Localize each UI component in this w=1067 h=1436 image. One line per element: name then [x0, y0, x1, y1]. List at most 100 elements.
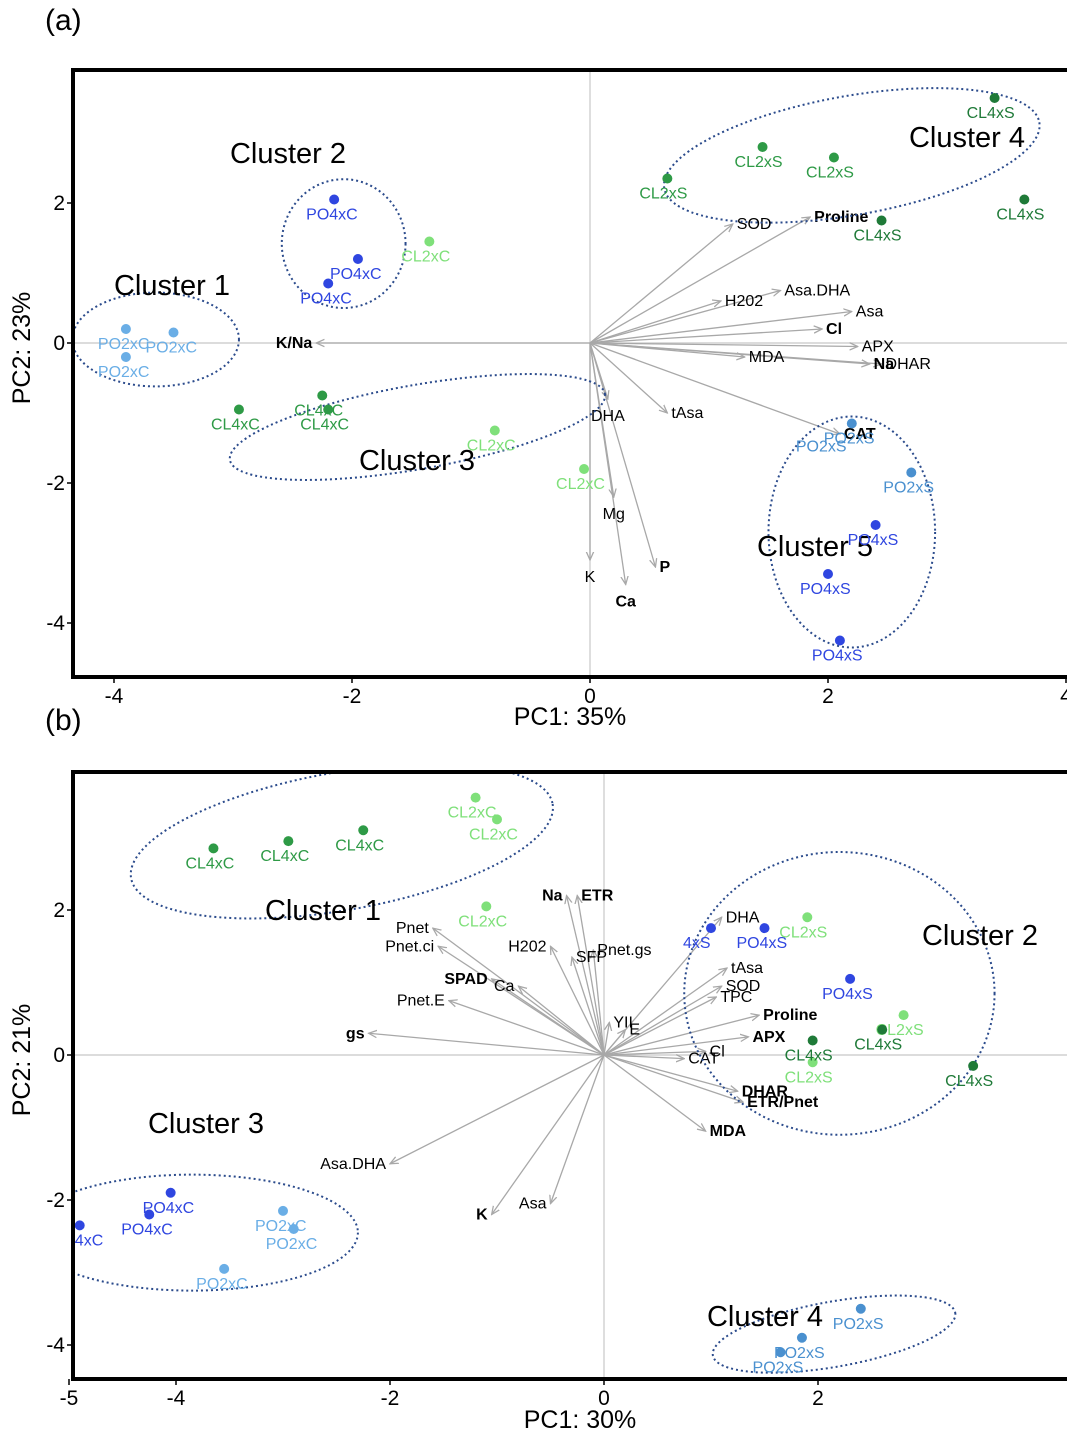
- y-tick-label: -2: [46, 472, 65, 495]
- y-tick-label: -4: [46, 612, 65, 635]
- x-tick-label: 2: [822, 685, 834, 708]
- loading-label: H202: [508, 938, 546, 955]
- loading-label: CAT: [688, 1051, 719, 1068]
- x-tick-label: -2: [343, 685, 362, 708]
- plot-area: K/NaSOD ProlineAsa.DHAH202AsaClAPXDHARNaM…: [72, 64, 1067, 677]
- loading-label: Asa: [519, 1196, 547, 1213]
- data-point-label: CL4xS: [854, 1037, 902, 1054]
- loading-arrow-22: [604, 1055, 743, 1102]
- x-tick-label: -4: [167, 1387, 186, 1410]
- data-point-label: CL4xS: [996, 207, 1044, 224]
- data-point: [877, 1025, 887, 1035]
- data-point: [353, 254, 363, 264]
- loading-label: Pnet.ci: [385, 938, 434, 955]
- data-point-label: PO2xC: [98, 364, 150, 381]
- data-point-label: CL4xC: [260, 848, 309, 865]
- data-point-label-extra: PO2xS: [796, 439, 847, 456]
- loading-label: Mg: [603, 506, 625, 523]
- loading-arrow-15: [590, 343, 655, 567]
- data-point-label: PO4xS: [800, 581, 851, 598]
- data-point: [877, 216, 887, 226]
- data-point: [75, 1220, 85, 1230]
- data-point: [776, 1347, 786, 1357]
- loading-label: Ca: [494, 978, 515, 995]
- data-point: [802, 912, 812, 922]
- data-point: [289, 1224, 299, 1234]
- cluster-label-2: Cluster 2: [922, 920, 1038, 952]
- data-point: [662, 174, 672, 184]
- data-point-label: CL2xS: [735, 154, 783, 171]
- data-point-label: CL4xS: [785, 1048, 833, 1065]
- loading-label: APX: [752, 1029, 785, 1046]
- loading-label: Na: [542, 888, 563, 905]
- x-tick-label: -2: [381, 1387, 400, 1410]
- cluster-ellipse-4: [707, 1281, 961, 1388]
- loading-label: Ca: [615, 594, 636, 611]
- x-tick-label: 4: [1060, 685, 1067, 708]
- loading-label: E: [629, 1022, 640, 1039]
- loading-arrow-26: [492, 1055, 604, 1215]
- y-tick-label: 2: [53, 192, 65, 215]
- data-point-label: PO4xS: [822, 986, 873, 1003]
- loading-label: TPC: [720, 989, 752, 1006]
- data-point: [234, 405, 244, 415]
- loading-arrow-25: [551, 1055, 605, 1204]
- loading-label: Cl: [826, 321, 842, 338]
- loading-label: SPAD: [444, 971, 487, 988]
- loading-label: P: [659, 559, 670, 576]
- data-point-label: PO2xS: [833, 1316, 884, 1333]
- y-tick-label: -4: [46, 1334, 65, 1357]
- data-point-label: PO4xC: [306, 207, 358, 224]
- loading-arrow-2: [590, 217, 810, 343]
- data-point-label: PO4xS: [848, 532, 899, 549]
- data-point: [823, 569, 833, 579]
- loading-arrow-8: [518, 986, 604, 1055]
- cluster-label-3: Cluster 3: [148, 1108, 264, 1140]
- x-tick-label: -4: [105, 685, 124, 708]
- data-point: [835, 636, 845, 646]
- data-point: [1019, 195, 1029, 205]
- cluster-label-2: Cluster 2: [230, 138, 346, 170]
- data-point: [808, 1036, 818, 1046]
- loading-label: gs: [346, 1025, 365, 1042]
- data-point: [829, 153, 839, 163]
- data-point-label: CL4xS: [945, 1073, 993, 1090]
- data-point-label: CL2xC: [448, 805, 497, 822]
- data-point-label: CL2xS: [785, 1069, 833, 1086]
- data-point-label: PO4xC: [121, 1222, 173, 1239]
- data-point: [169, 328, 179, 338]
- data-point: [481, 901, 491, 911]
- loading-label: Pnet: [396, 920, 429, 937]
- data-point-label: CL4xC: [211, 417, 260, 434]
- data-point: [706, 923, 716, 933]
- loading-label: K/Na: [276, 335, 313, 352]
- data-point: [758, 142, 768, 152]
- cluster-label-3: Cluster 3: [359, 445, 475, 477]
- loading-label: K: [585, 569, 596, 586]
- data-point: [579, 464, 589, 474]
- loading-label: H202: [725, 293, 763, 310]
- data-point: [121, 352, 131, 362]
- data-point-label: PO2xC: [146, 340, 198, 357]
- data-point-label: PO2xC: [255, 1218, 307, 1235]
- data-point-label: PO2xS: [883, 480, 934, 497]
- loading-label: MDA: [749, 349, 785, 366]
- data-point: [845, 974, 855, 984]
- data-point: [871, 520, 881, 530]
- x-tick-label: -5: [60, 1387, 79, 1410]
- data-point: [121, 324, 131, 334]
- data-point: [208, 843, 218, 853]
- data-point: [490, 426, 500, 436]
- data-point-label: PO4xC: [300, 291, 352, 308]
- data-point: [990, 93, 1000, 103]
- data-point: [278, 1206, 288, 1216]
- loading-label: SFP: [576, 949, 607, 966]
- data-point: [492, 814, 502, 824]
- data-point: [358, 825, 368, 835]
- data-point-label: CL2xC: [401, 249, 450, 266]
- data-point: [797, 1333, 807, 1343]
- loading-label: ETR: [581, 888, 613, 905]
- data-point-label: CL4xC: [300, 417, 349, 434]
- data-point: [166, 1188, 176, 1198]
